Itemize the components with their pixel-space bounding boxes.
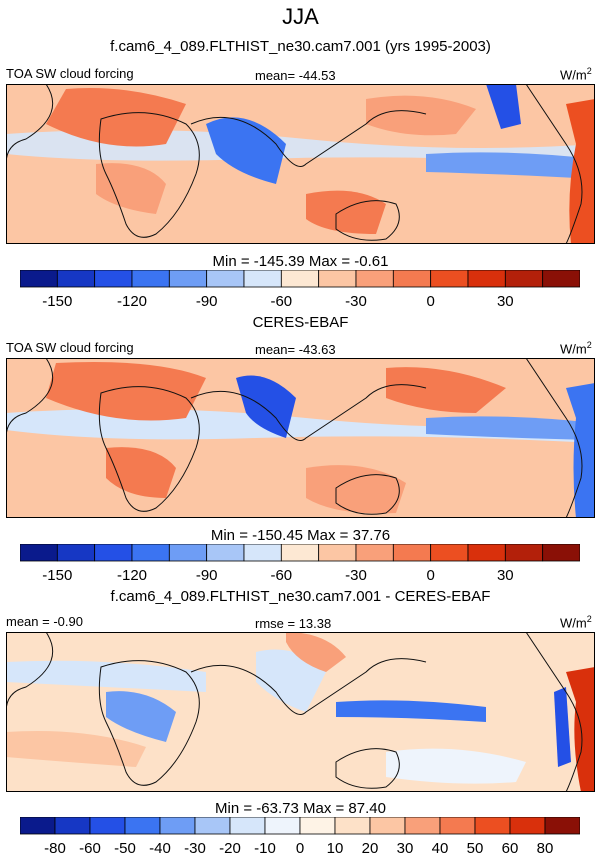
colorbar-swatch — [56, 544, 96, 562]
colorbar-tick-label: 50 — [467, 840, 484, 857]
colorbar-tick-label: -60 — [79, 840, 101, 857]
colorbar-tick-label: -80 — [44, 840, 66, 857]
colorbar-swatch — [243, 544, 282, 562]
colorbar-swatch — [474, 817, 511, 835]
panel-3-rmse: rmse = 13.38 — [255, 616, 332, 631]
colorbar-swatch — [318, 270, 357, 288]
colorbar-swatch — [20, 270, 58, 288]
colorbar-swatch — [131, 270, 170, 288]
colorbar-tick-label: -40 — [149, 840, 171, 857]
colorbar-swatch — [504, 544, 544, 562]
colorbar-swatch — [264, 817, 301, 835]
colorbar-swatch — [467, 544, 506, 562]
panel-3-units: W/m2 — [560, 614, 592, 631]
colorbar-swatch — [131, 544, 170, 562]
colorbar-swatch — [544, 817, 580, 835]
colorbar-swatch — [439, 817, 476, 835]
colorbar-tick-label: 30 — [497, 293, 514, 310]
colorbar-tick-label: 0 — [296, 840, 304, 857]
panel-2-variable: TOA SW cloud forcing — [6, 340, 134, 355]
colorbar-swatch — [168, 544, 208, 562]
panel-3-mean: mean = -0.90 — [6, 614, 83, 629]
colorbar-tick-label: -20 — [219, 840, 241, 857]
colorbar-tick-label: 0 — [427, 567, 435, 584]
colorbar-tick-label: 20 — [362, 840, 379, 857]
colorbar-tick-label: -120 — [117, 567, 147, 584]
colorbar-swatch — [206, 544, 245, 562]
panel-1-units: W/m2 — [560, 66, 592, 83]
panel-1-map — [6, 84, 595, 244]
colorbar-swatch — [280, 544, 320, 562]
panel-3-title: f.cam6_4_089.FLTHIST_ne30.cam7.001 - CER… — [110, 588, 491, 605]
panel-1-variable: TOA SW cloud forcing — [6, 66, 134, 81]
colorbar-tick-label: -150 — [42, 293, 72, 310]
colorbar-swatch — [124, 817, 161, 835]
colorbar-swatch — [94, 270, 133, 288]
panel-3-colorbar: -80 -60 -50 -40 -30 -20 -10 0 10 20 30 40 50 60 80 — [20, 817, 580, 857]
colorbar-swatch — [56, 270, 96, 288]
colorbar-swatch — [467, 270, 506, 288]
colorbar-tick-label: -30 — [184, 840, 206, 857]
colorbar-tick-label: 30 — [397, 840, 414, 857]
colorbar-swatch — [20, 817, 56, 835]
colorbar-swatch — [159, 817, 196, 835]
panel-2-map — [6, 358, 595, 518]
panel-1-mean: mean= -44.53 — [255, 68, 336, 83]
colorbar-tick-label: 60 — [502, 840, 519, 857]
panel-2-units: W/m2 — [560, 340, 592, 357]
colorbar-swatch — [229, 817, 266, 835]
panel-2-title: CERES-EBAF — [252, 314, 349, 331]
colorbar-swatch — [430, 270, 469, 288]
colorbar-tick-label: -30 — [345, 567, 367, 584]
colorbar-swatch — [334, 817, 371, 835]
colorbar-swatch — [509, 817, 546, 835]
colorbar-swatch — [542, 544, 580, 562]
colorbar-tick-label: -50 — [114, 840, 136, 857]
colorbar-tick-label: -30 — [345, 293, 367, 310]
colorbar-swatch — [392, 544, 432, 562]
panel-1-minmax: Min = -145.39 Max = -0.61 — [212, 253, 389, 270]
colorbar-swatch — [54, 817, 91, 835]
panel-1-colorbar: -150 -120 -90 -60 -30 0 30 — [20, 270, 580, 310]
colorbar-tick-label: 30 — [497, 567, 514, 584]
panel-3-minmax: Min = -63.73 Max = 87.40 — [215, 800, 386, 817]
colorbar-swatch — [355, 270, 394, 288]
colorbar-tick-label: -150 — [42, 567, 72, 584]
colorbar-swatch — [542, 270, 580, 288]
colorbar-tick-label: -90 — [196, 293, 218, 310]
colorbar-swatch — [206, 270, 245, 288]
panel-1-title: f.cam6_4_089.FLTHIST_ne30.cam7.001 (yrs … — [110, 38, 491, 55]
colorbar-swatch — [94, 544, 133, 562]
colorbar-tick-label: -90 — [196, 567, 218, 584]
colorbar-tick-label: -60 — [270, 293, 292, 310]
colorbar-swatch — [430, 544, 469, 562]
panel-2-minmax: Min = -150.45 Max = 37.76 — [210, 527, 391, 544]
colorbar-swatch — [355, 544, 394, 562]
colorbar-tick-label: -120 — [117, 293, 147, 310]
colorbar-swatch — [318, 544, 357, 562]
colorbar-tick-label: -60 — [270, 567, 292, 584]
colorbar-swatch — [168, 270, 208, 288]
colorbar-swatch — [392, 270, 432, 288]
colorbar-swatch — [89, 817, 126, 835]
colorbar-tick-label: 80 — [537, 840, 554, 857]
panel-3-map — [6, 632, 595, 792]
colorbar-tick-label: 40 — [432, 840, 449, 857]
colorbar-swatch — [404, 817, 441, 835]
colorbar-tick-label: 0 — [427, 293, 435, 310]
colorbar-swatch — [243, 270, 282, 288]
colorbar-swatch — [280, 270, 320, 288]
colorbar-swatch — [20, 544, 58, 562]
panel-2-colorbar: -150 -120 -90 -60 -30 0 30 — [20, 544, 580, 584]
colorbar-swatch — [504, 270, 544, 288]
colorbar-swatch — [369, 817, 406, 835]
panel-2-mean: mean= -43.63 — [255, 342, 336, 357]
colorbar-swatch — [299, 817, 336, 835]
colorbar-tick-label: 10 — [327, 840, 344, 857]
figure-title: JJA — [282, 4, 319, 29]
colorbar-swatch — [194, 817, 231, 835]
colorbar-tick-label: -10 — [254, 840, 276, 857]
